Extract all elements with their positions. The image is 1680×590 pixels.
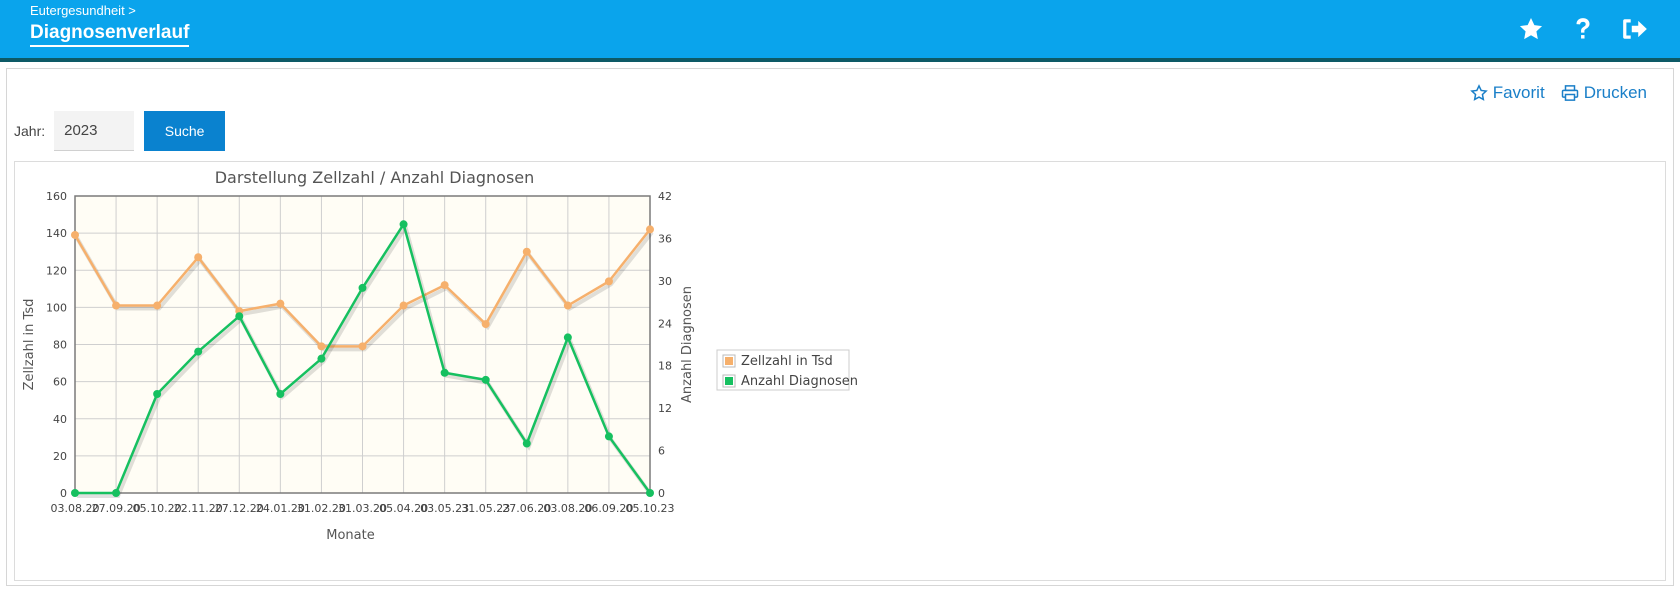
x-tick-label: 03.08.20 [543, 502, 592, 515]
chart-title: Darstellung Zellzahl / Anzahl Diagnosen [215, 168, 535, 187]
data-point-zellzahl [522, 247, 531, 256]
x-tick-label: 05.04.20 [379, 502, 428, 515]
favorite-link[interactable]: Favorit [1469, 83, 1545, 103]
y-tick-label: 0 [60, 487, 67, 500]
data-point-diagnosen [235, 312, 244, 321]
y2-tick-label: 6 [658, 445, 665, 458]
y2-tick-label: 18 [658, 360, 672, 373]
x-tick-label: 31.03.20 [338, 502, 387, 515]
logout-icon[interactable] [1620, 14, 1650, 44]
print-link[interactable]: Drucken [1561, 83, 1647, 103]
year-label: Jahr: [14, 123, 46, 139]
data-point-diagnosen [153, 390, 162, 398]
y-tick-label: 60 [53, 376, 67, 389]
help-icon[interactable] [1568, 14, 1598, 44]
x-tick-label: 27.06.20 [502, 502, 551, 515]
star-icon[interactable] [1516, 14, 1546, 44]
y-tick-label: 120 [46, 264, 67, 277]
data-point-zellzahl [646, 225, 654, 234]
data-point-zellzahl [112, 301, 121, 310]
action-links: Favorit Drucken [1469, 83, 1647, 103]
x-tick-label: 22.11.20 [174, 502, 223, 515]
y-axis-label: Zellzahl in Tsd [22, 299, 37, 391]
x-tick-label: 27.09.20 [92, 502, 141, 515]
print-label: Drucken [1583, 83, 1647, 102]
data-point-diagnosen [194, 347, 203, 356]
data-point-diagnosen [317, 354, 326, 363]
top-bar: Eutergesundheit > Diagnosenverlauf [0, 0, 1680, 62]
breadcrumb[interactable]: Eutergesundheit > [30, 3, 136, 18]
chart-container: 0 20 40 60 80 100 120 140 160 0 6 12 18 24 30 36 42 03.08… [14, 161, 1666, 581]
data-point-zellzahl [358, 342, 367, 351]
data-point-diagnosen [71, 489, 79, 497]
x-tick-label: 31.02.20 [297, 502, 346, 515]
x-tick-label: 06.09.20 [584, 502, 633, 515]
y2-tick-label: 36 [658, 232, 672, 245]
data-point-diagnosen [522, 439, 531, 448]
legend-box [716, 349, 850, 391]
x-tick-label: 05.10.20 [133, 502, 182, 515]
data-point-zellzahl [604, 277, 613, 286]
y2-tick-label: 30 [658, 275, 672, 288]
legend-swatch-diagnosen [725, 377, 733, 385]
star-outline-icon [1469, 84, 1488, 101]
data-point-diagnosen [399, 220, 408, 229]
y-tick-label: 100 [46, 301, 67, 314]
data-point-diagnosen [112, 489, 121, 497]
legend-label-zellzahl: Zellzahl in Tsd [741, 354, 833, 369]
data-point-zellzahl [317, 342, 326, 351]
year-input[interactable] [54, 111, 135, 151]
data-point-zellzahl [276, 299, 285, 308]
x-tick-label: 05.10.23 [626, 502, 675, 515]
y-tick-label: 40 [53, 413, 67, 426]
data-point-zellzahl [399, 301, 408, 310]
y-tick-label: 20 [53, 450, 67, 463]
y2-tick-label: 42 [658, 190, 672, 203]
y2-axis-label: Anzahl Diagnosen [680, 286, 695, 403]
y-tick-label: 140 [46, 227, 67, 240]
print-icon [1561, 85, 1578, 101]
x-tick-label: 03.08.20 [51, 502, 100, 515]
data-point-diagnosen [604, 432, 613, 441]
data-point-zellzahl [440, 281, 449, 290]
data-point-diagnosen [646, 489, 654, 497]
top-icons [1516, 14, 1650, 44]
data-point-diagnosen [440, 368, 449, 377]
legend-swatch-zellzahl [725, 357, 733, 365]
x-tick-label: 24.01.20 [256, 502, 305, 515]
data-point-diagnosen [276, 390, 285, 398]
data-point-diagnosen [481, 375, 490, 384]
page-title[interactable]: Diagnosenverlauf [30, 22, 190, 47]
content-panel: Favorit Drucken Jahr: Suche 020406080100… [6, 68, 1674, 586]
data-point-diagnosen [358, 283, 367, 292]
y-tick-label: 80 [53, 339, 67, 352]
data-point-zellzahl [194, 253, 203, 262]
y-tick-label: 160 [46, 190, 67, 203]
search-row: Jahr: Suche [14, 111, 226, 151]
chart: 0 20 40 60 80 100 120 140 160 0 6 12 18 24 30 36 42 03.08… [22, 168, 858, 543]
x-axis-label: Monate [326, 528, 374, 543]
x-tick-label: 03.05.23 [420, 502, 469, 515]
x-tick-label: 27.12.20 [215, 502, 264, 515]
data-point-zellzahl [71, 230, 79, 239]
data-point-zellzahl [153, 301, 162, 310]
y2-tick-label: 12 [658, 402, 672, 415]
y2-tick-label: 0 [658, 487, 665, 500]
plot-border [74, 195, 651, 494]
data-point-diagnosen [563, 333, 572, 342]
search-button[interactable]: Suche [144, 111, 226, 151]
y2-tick-label: 24 [658, 317, 672, 330]
data-point-zellzahl [481, 320, 490, 329]
x-tick-label: 31.05.23 [461, 502, 510, 515]
favorite-label: Favorit [1492, 83, 1545, 102]
legend-label-diagnosen: Anzahl Diagnosen [741, 374, 858, 389]
data-point-zellzahl [563, 301, 572, 310]
